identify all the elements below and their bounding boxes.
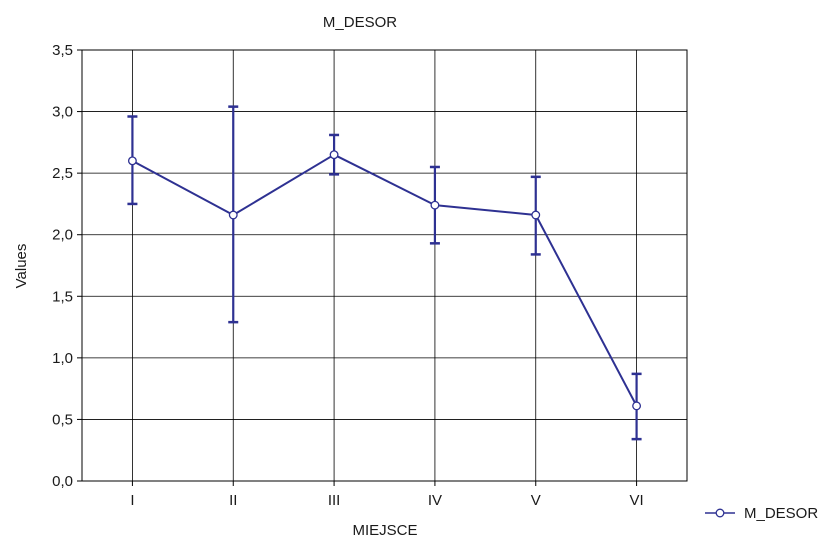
y-tick-label: 1,5: [52, 288, 73, 305]
y-tick-label: 1,0: [52, 350, 73, 367]
y-tick-label: 3,0: [52, 104, 73, 121]
series-line: [131, 153, 638, 407]
y-tick-label: 0,0: [52, 473, 73, 490]
data-points: [127, 150, 642, 411]
x-tick-label: III: [328, 492, 341, 509]
x-tick-label: VI: [629, 492, 643, 509]
legend-label: M_DESOR: [744, 505, 818, 522]
x-axis-label: MIEJSCE: [352, 522, 417, 539]
y-tick-label: 2,5: [52, 165, 73, 182]
x-tick-label: V: [531, 492, 541, 509]
x-axis: I II III IV V VI: [130, 481, 644, 509]
x-tick-label: I: [130, 492, 134, 509]
data-point: [127, 156, 137, 166]
y-axis: 0,0 0,5 1,0 1,5 2,0 2,5 3,0 3,5: [52, 42, 82, 490]
y-tick-label: 3,5: [52, 42, 73, 59]
y-axis-label: Values: [13, 244, 30, 289]
plot-frame: [81, 49, 688, 482]
data-point: [329, 150, 339, 160]
grid-lines: [82, 50, 687, 481]
legend-marker: [715, 508, 725, 518]
data-point: [430, 200, 440, 210]
x-tick-label: II: [229, 492, 237, 509]
chart-title: M_DESOR: [323, 14, 397, 31]
y-tick-label: 0,5: [52, 411, 73, 428]
x-tick-label: IV: [428, 492, 442, 509]
data-point: [531, 210, 541, 220]
data-point: [228, 210, 238, 220]
legend: M_DESOR: [705, 505, 818, 522]
data-point: [632, 401, 642, 411]
error-bars: [127, 105, 642, 441]
y-tick-label: 2,0: [52, 227, 73, 244]
